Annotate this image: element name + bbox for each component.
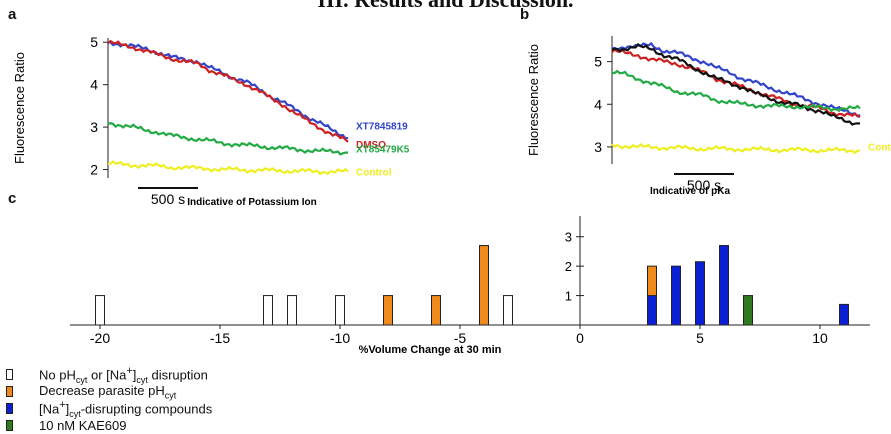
x-tick-label: 0 xyxy=(576,330,584,346)
x-tick-label: 5 xyxy=(696,330,704,346)
series-label: XT7845819 xyxy=(356,122,408,133)
bar xyxy=(647,265,657,297)
series-label: Control xyxy=(356,168,392,179)
legend-swatch xyxy=(6,403,13,414)
x-axis-label: Indicative of pKa xyxy=(650,186,730,197)
bar xyxy=(671,265,681,326)
y-tick-label: 2 xyxy=(90,162,98,178)
legend-item: Decrease parasite pHcyt xyxy=(6,383,212,400)
bar xyxy=(335,295,345,326)
legend-item: [Na+]cyt-disrupting compounds xyxy=(6,398,213,419)
series-line xyxy=(611,42,861,126)
legend-item: No pHcyt or [Na+]cyt disruption xyxy=(6,364,212,385)
chart-a: 5 4 3 2 Fluorescence Ratio XT7845819 DMSOXT854… xyxy=(12,34,410,208)
bar xyxy=(383,295,393,326)
y-tick-label: 4 xyxy=(594,96,602,112)
series-label: XT85479K5 xyxy=(356,145,410,156)
x-axis-label: Indicative of Potassium Ion xyxy=(187,197,316,208)
y-axis-label: Fluorescence Ratio xyxy=(12,52,27,164)
panel-a-letter: a xyxy=(8,6,17,23)
legend-swatch xyxy=(6,386,13,397)
scale-bar-label: 500 s xyxy=(687,177,721,193)
series-line xyxy=(611,142,861,155)
legend-label: Decrease parasite pHcyt xyxy=(39,382,177,401)
bar xyxy=(263,295,273,326)
series-line xyxy=(107,39,349,143)
legend-label: 10 nM KAE609 xyxy=(39,418,127,433)
x-axis-label: %Volume Change at 30 min xyxy=(359,344,502,356)
y-tick-label: 1 xyxy=(565,289,572,304)
y-tick-label: 5 xyxy=(594,54,602,70)
bar xyxy=(287,295,297,326)
x-tick-label: -5 xyxy=(454,330,467,346)
legend-swatch xyxy=(6,369,13,380)
series-label: Control xyxy=(868,142,891,153)
bar xyxy=(431,295,441,326)
chart-b: 5 4 3 Fluorescence Ratio Control 500 sIndicat… xyxy=(526,36,891,197)
x-tick-label: -10 xyxy=(330,330,350,346)
legend: No pHcyt or [Na+]cyt disruption Decrease… xyxy=(6,364,213,434)
y-tick-label: 3 xyxy=(594,139,602,155)
bar xyxy=(719,245,729,326)
bar xyxy=(479,245,489,326)
bar xyxy=(503,295,513,326)
y-tick-label: 4 xyxy=(90,77,98,93)
series-line xyxy=(612,69,861,113)
bar xyxy=(839,303,849,326)
panel-b-letter: b xyxy=(520,6,530,23)
bar xyxy=(695,261,705,326)
series-line xyxy=(107,122,349,156)
legend-label: [Na+]cyt-disrupting compounds xyxy=(39,398,213,419)
legend-item: 10 nM KAE609 xyxy=(6,417,212,434)
series-line xyxy=(611,41,861,118)
bar xyxy=(95,295,105,326)
legend-label: No pHcyt or [Na+]cyt disruption xyxy=(39,364,208,385)
page-title: III. Results and Discussion. xyxy=(0,0,891,13)
legend-swatch xyxy=(6,420,13,431)
x-tick-label: -20 xyxy=(90,330,110,346)
series-line xyxy=(107,160,349,176)
y-tick-label: 2 xyxy=(565,259,572,274)
y-tick-label: 3 xyxy=(565,230,572,245)
y-tick-label: 3 xyxy=(90,119,98,135)
bar xyxy=(743,295,753,326)
x-tick-label: 10 xyxy=(812,330,828,346)
scale-bar-label: 500 s xyxy=(151,191,185,207)
y-axis-label: Fluorescence Ratio xyxy=(526,44,541,156)
bar xyxy=(647,295,657,326)
x-tick-label: -15 xyxy=(210,330,230,346)
chart-c: 1 2 3 -20 -15 -10 -5 0 5 10 %Volume Change at 30 m… xyxy=(70,216,870,356)
y-tick-label: 5 xyxy=(90,34,98,50)
series-label: DMSO xyxy=(356,140,386,151)
panel-c-letter: c xyxy=(8,190,17,207)
